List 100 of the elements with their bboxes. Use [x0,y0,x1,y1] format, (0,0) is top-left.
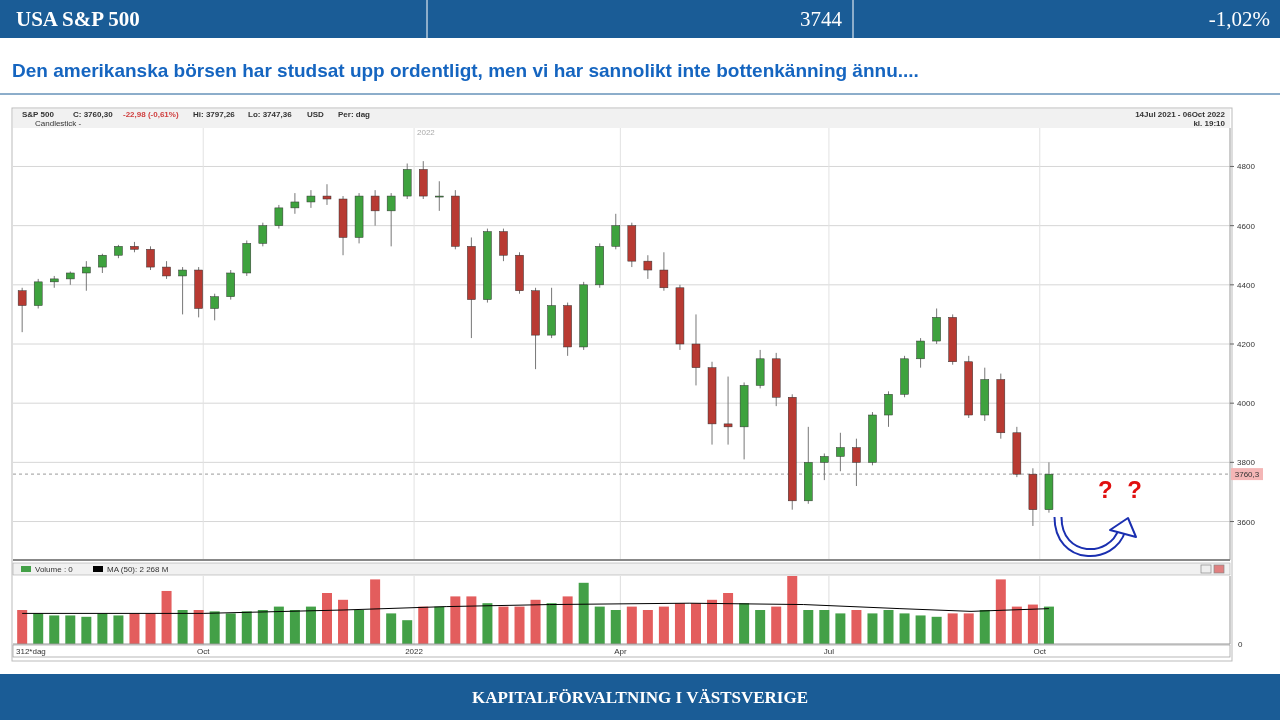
bar [530,599,541,644]
bar [386,613,397,644]
bar [899,613,910,644]
bar [225,613,236,644]
bar [354,610,365,644]
bar [113,615,124,644]
candlestick [82,260,91,292]
y-tick-label: 3800 [1237,458,1256,468]
bar [81,616,92,644]
annotation: 2022 [417,128,436,137]
text: KAPITALFÖRVALTNING I VÄSTSVERIGE [471,688,809,707]
bar [1043,606,1054,644]
x-tick-label: Apr [614,647,627,656]
x-tick-label: Oct [1033,647,1047,656]
text: USD [307,110,325,119]
text: Candlestick - [35,119,82,128]
text: Lo: 3747,36 [248,110,293,119]
bar [1027,604,1038,644]
bar [514,606,525,644]
bar [402,620,413,644]
bar [626,606,637,644]
text: 14Jul 2021 - 06Oct 2022 [1135,110,1226,119]
y-tick-label: 4000 [1237,399,1256,409]
candlestick [499,228,508,262]
text: C: 3760,30 [73,110,114,119]
annotation: ? ? [1098,476,1146,503]
bar [321,593,332,644]
ref-line-label: 3760,3 [1234,470,1260,480]
text: S&P 500 [22,110,55,119]
bar [289,610,300,644]
candlestick [691,313,701,386]
candlestick [258,222,268,247]
y-tick-label: 4400 [1237,280,1256,290]
text: 312*dag [16,647,46,656]
bar [835,613,846,644]
bar [177,610,188,644]
bar [642,610,653,644]
bar [273,606,284,644]
candlestick [306,189,316,209]
bar [370,579,381,644]
bar [979,610,990,644]
bar [466,596,477,644]
bar [338,599,349,644]
candlestick [370,189,380,227]
bar [771,606,782,644]
bar [915,615,926,644]
bar [658,606,669,644]
candlestick [643,254,653,280]
bar [193,610,204,644]
bar [674,603,685,644]
bar [241,611,252,644]
bar [707,599,718,644]
bar [129,613,140,644]
text: Hi: 3797,26 [193,110,236,119]
bar [418,606,429,644]
candlestick [836,432,845,472]
bar [963,613,974,644]
candlestick [322,183,332,206]
bar [851,610,862,644]
bar [803,610,814,644]
text: -22,98 (-0,61%) [123,110,179,119]
bar [65,615,76,644]
bar [97,613,108,644]
bar [787,576,798,644]
x-tick-label: 2022 [405,647,424,656]
candlestick [723,376,733,446]
bar [578,582,589,644]
bar [755,610,766,644]
bar [995,579,1006,644]
y-tick-label: 4200 [1237,340,1256,349]
bar [562,596,573,644]
text: 3744 [800,7,843,31]
chart-title: USA S&P 500 [16,7,140,31]
candlestick [884,390,893,428]
bar [947,613,958,644]
candlestick [290,192,300,215]
y-tick-label: 3600 [1237,517,1256,527]
bar [305,606,316,644]
bar [594,606,605,644]
bar [1011,606,1022,644]
bar [610,610,621,644]
candlestick [98,253,107,274]
bar [867,613,878,644]
legend-label: Volume : 0 [35,565,74,574]
candlestick [226,269,235,301]
legend-label: MA (50): 2 268 M [107,565,169,574]
bar [17,610,28,644]
y-tick-label: 4800 [1237,162,1256,172]
bar [498,606,509,644]
candlestick [178,266,187,315]
candlestick [274,204,284,230]
x-tick-label: Jul [823,647,835,656]
bar [739,603,750,644]
bar [819,610,830,644]
text: 0 [1238,640,1243,649]
candlestick [146,245,155,271]
chart-subtitle: Den amerikanska börsen har studsat upp ordentligt, men vi har sannolikt inte bottenkänning ännu.... [12,60,919,81]
candlestick [916,337,925,369]
bar [161,590,172,644]
bar [257,610,268,644]
